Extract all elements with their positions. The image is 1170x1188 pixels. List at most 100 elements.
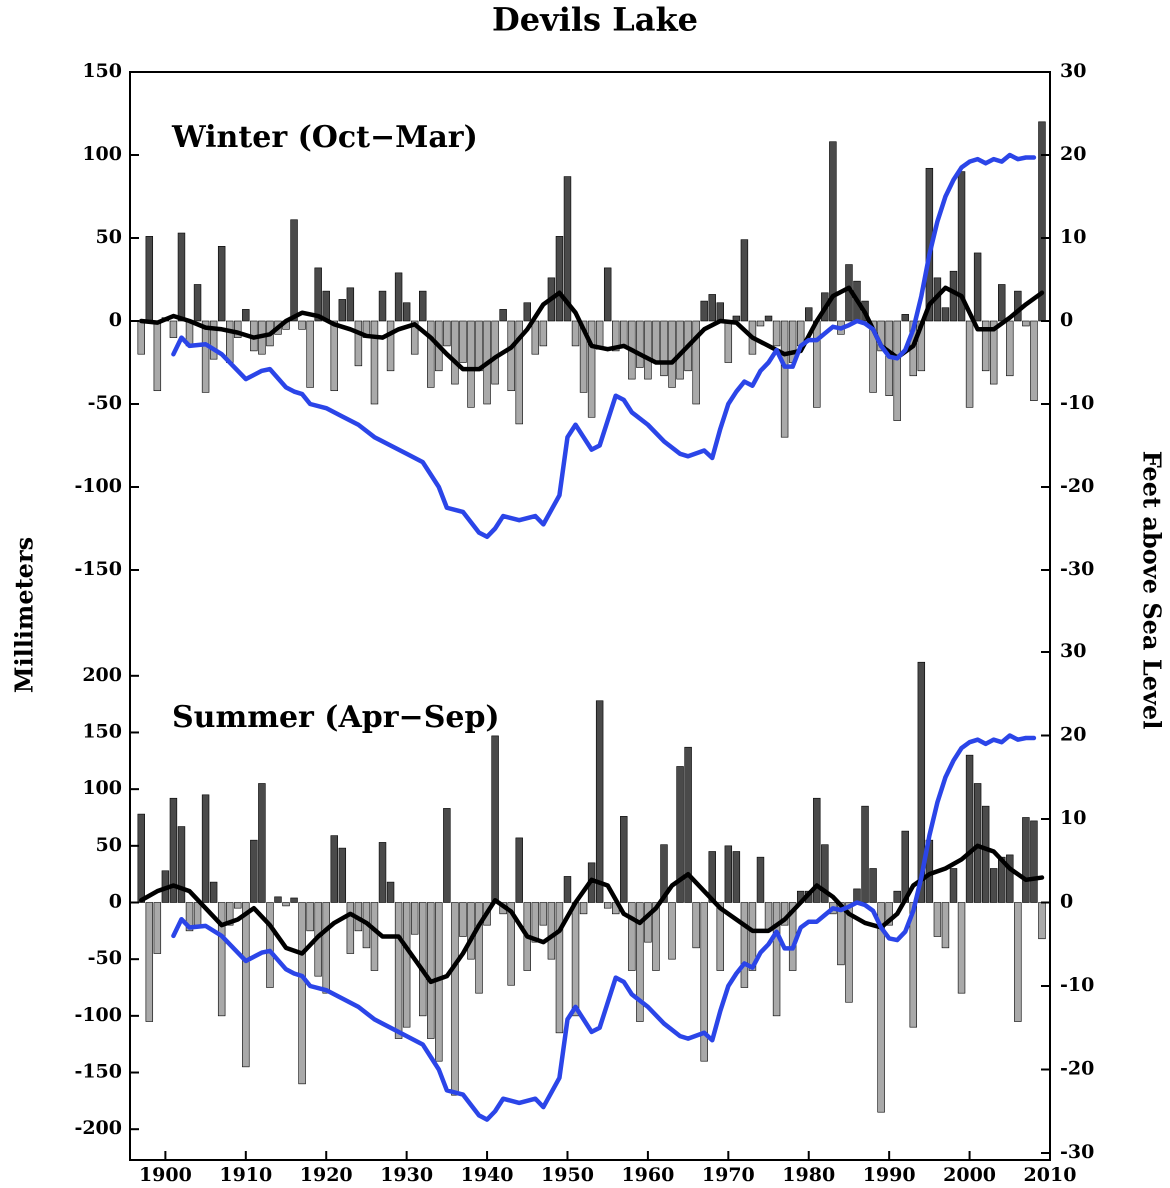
bar (402, 902, 411, 1028)
bar (692, 320, 700, 405)
bar (772, 320, 781, 347)
bar (378, 290, 387, 322)
bar (555, 236, 564, 322)
bar (668, 320, 676, 388)
bar (290, 897, 298, 903)
bar (386, 881, 395, 903)
bar (467, 320, 475, 408)
y2-tick-label: 0 (1060, 309, 1073, 331)
bar (209, 881, 218, 903)
bar (137, 320, 145, 355)
bar (250, 839, 258, 903)
bar (587, 320, 596, 418)
y-tick-label: -100 (74, 475, 122, 497)
bar (764, 315, 773, 322)
y2-tick-label: 20 (1060, 143, 1086, 165)
bar (1038, 902, 1046, 940)
bar (153, 902, 162, 954)
y-tick-label: 100 (82, 143, 122, 165)
bar (772, 902, 781, 1017)
bar (716, 902, 724, 971)
y-tick-label: 0 (109, 891, 122, 913)
bar (981, 805, 990, 903)
bar (724, 845, 733, 903)
y2-tick-label: 10 (1060, 807, 1086, 829)
bar (676, 766, 684, 903)
bar (571, 320, 580, 347)
bar (322, 902, 330, 994)
bar (338, 299, 347, 322)
bar (869, 320, 877, 393)
bar (378, 842, 387, 903)
bar (555, 902, 564, 1034)
bar (394, 902, 403, 1039)
y-tick-label: 50 (96, 226, 122, 248)
y2-tick-label: 30 (1060, 640, 1086, 662)
bar (780, 320, 789, 438)
bar (700, 902, 708, 1062)
bar (660, 844, 668, 903)
bar (145, 236, 154, 322)
bar (515, 837, 523, 903)
bar (1022, 320, 1030, 327)
lake-level-line (171, 733, 1037, 1122)
bar (234, 320, 242, 338)
bar (153, 320, 162, 392)
bar (193, 902, 202, 926)
y-tick-label: -150 (74, 558, 122, 580)
bar (346, 902, 355, 954)
smoothed-line (139, 285, 1045, 372)
bar (539, 320, 548, 347)
bar (419, 902, 427, 1017)
bar (716, 302, 724, 322)
bar (949, 868, 958, 903)
bar (346, 287, 355, 322)
y2-tick-label: -30 (1060, 1141, 1094, 1163)
bar (700, 300, 708, 322)
panel-title: Winter (Oct−Mar) (171, 120, 478, 155)
bar (571, 902, 580, 1017)
x-tick-label: 1910 (219, 1164, 272, 1186)
bar (684, 746, 692, 903)
bar (636, 320, 644, 368)
bar (917, 661, 926, 903)
bar (965, 754, 974, 903)
y-tick-label: 150 (82, 720, 122, 742)
bar (740, 239, 749, 322)
bar (756, 856, 765, 903)
y-axis-label: Millimeters (10, 537, 39, 693)
bar (901, 314, 909, 322)
bar (242, 902, 250, 1068)
bar (475, 320, 483, 372)
y2-axis-label: Feet above Sea Level (1138, 451, 1167, 730)
bar (177, 826, 186, 903)
bar (499, 309, 507, 322)
bar (652, 320, 660, 363)
bar (941, 902, 950, 949)
bar (354, 320, 363, 367)
bar (507, 902, 515, 986)
bar (620, 320, 628, 347)
bar (185, 902, 194, 932)
bar (443, 808, 451, 903)
x-tick-label: 1980 (782, 1164, 835, 1186)
x-tick-label: 2000 (943, 1164, 996, 1186)
bar (217, 902, 226, 1017)
bar (427, 902, 435, 1039)
bar (563, 176, 572, 322)
y-tick-label: -150 (74, 1061, 122, 1083)
bar (201, 794, 210, 903)
bar (628, 902, 636, 971)
y-tick-label: -100 (74, 1004, 122, 1026)
plot-frame (129, 71, 1051, 1161)
x-tick-label: 1940 (461, 1164, 514, 1186)
y-tick-label: 100 (82, 777, 122, 799)
bar (531, 902, 540, 943)
bar (370, 902, 379, 971)
bar (885, 902, 893, 926)
bar (169, 320, 178, 338)
bar (845, 902, 853, 1003)
x-tick-label: 1950 (541, 1164, 594, 1186)
bar (893, 320, 901, 421)
bar (451, 902, 459, 1096)
